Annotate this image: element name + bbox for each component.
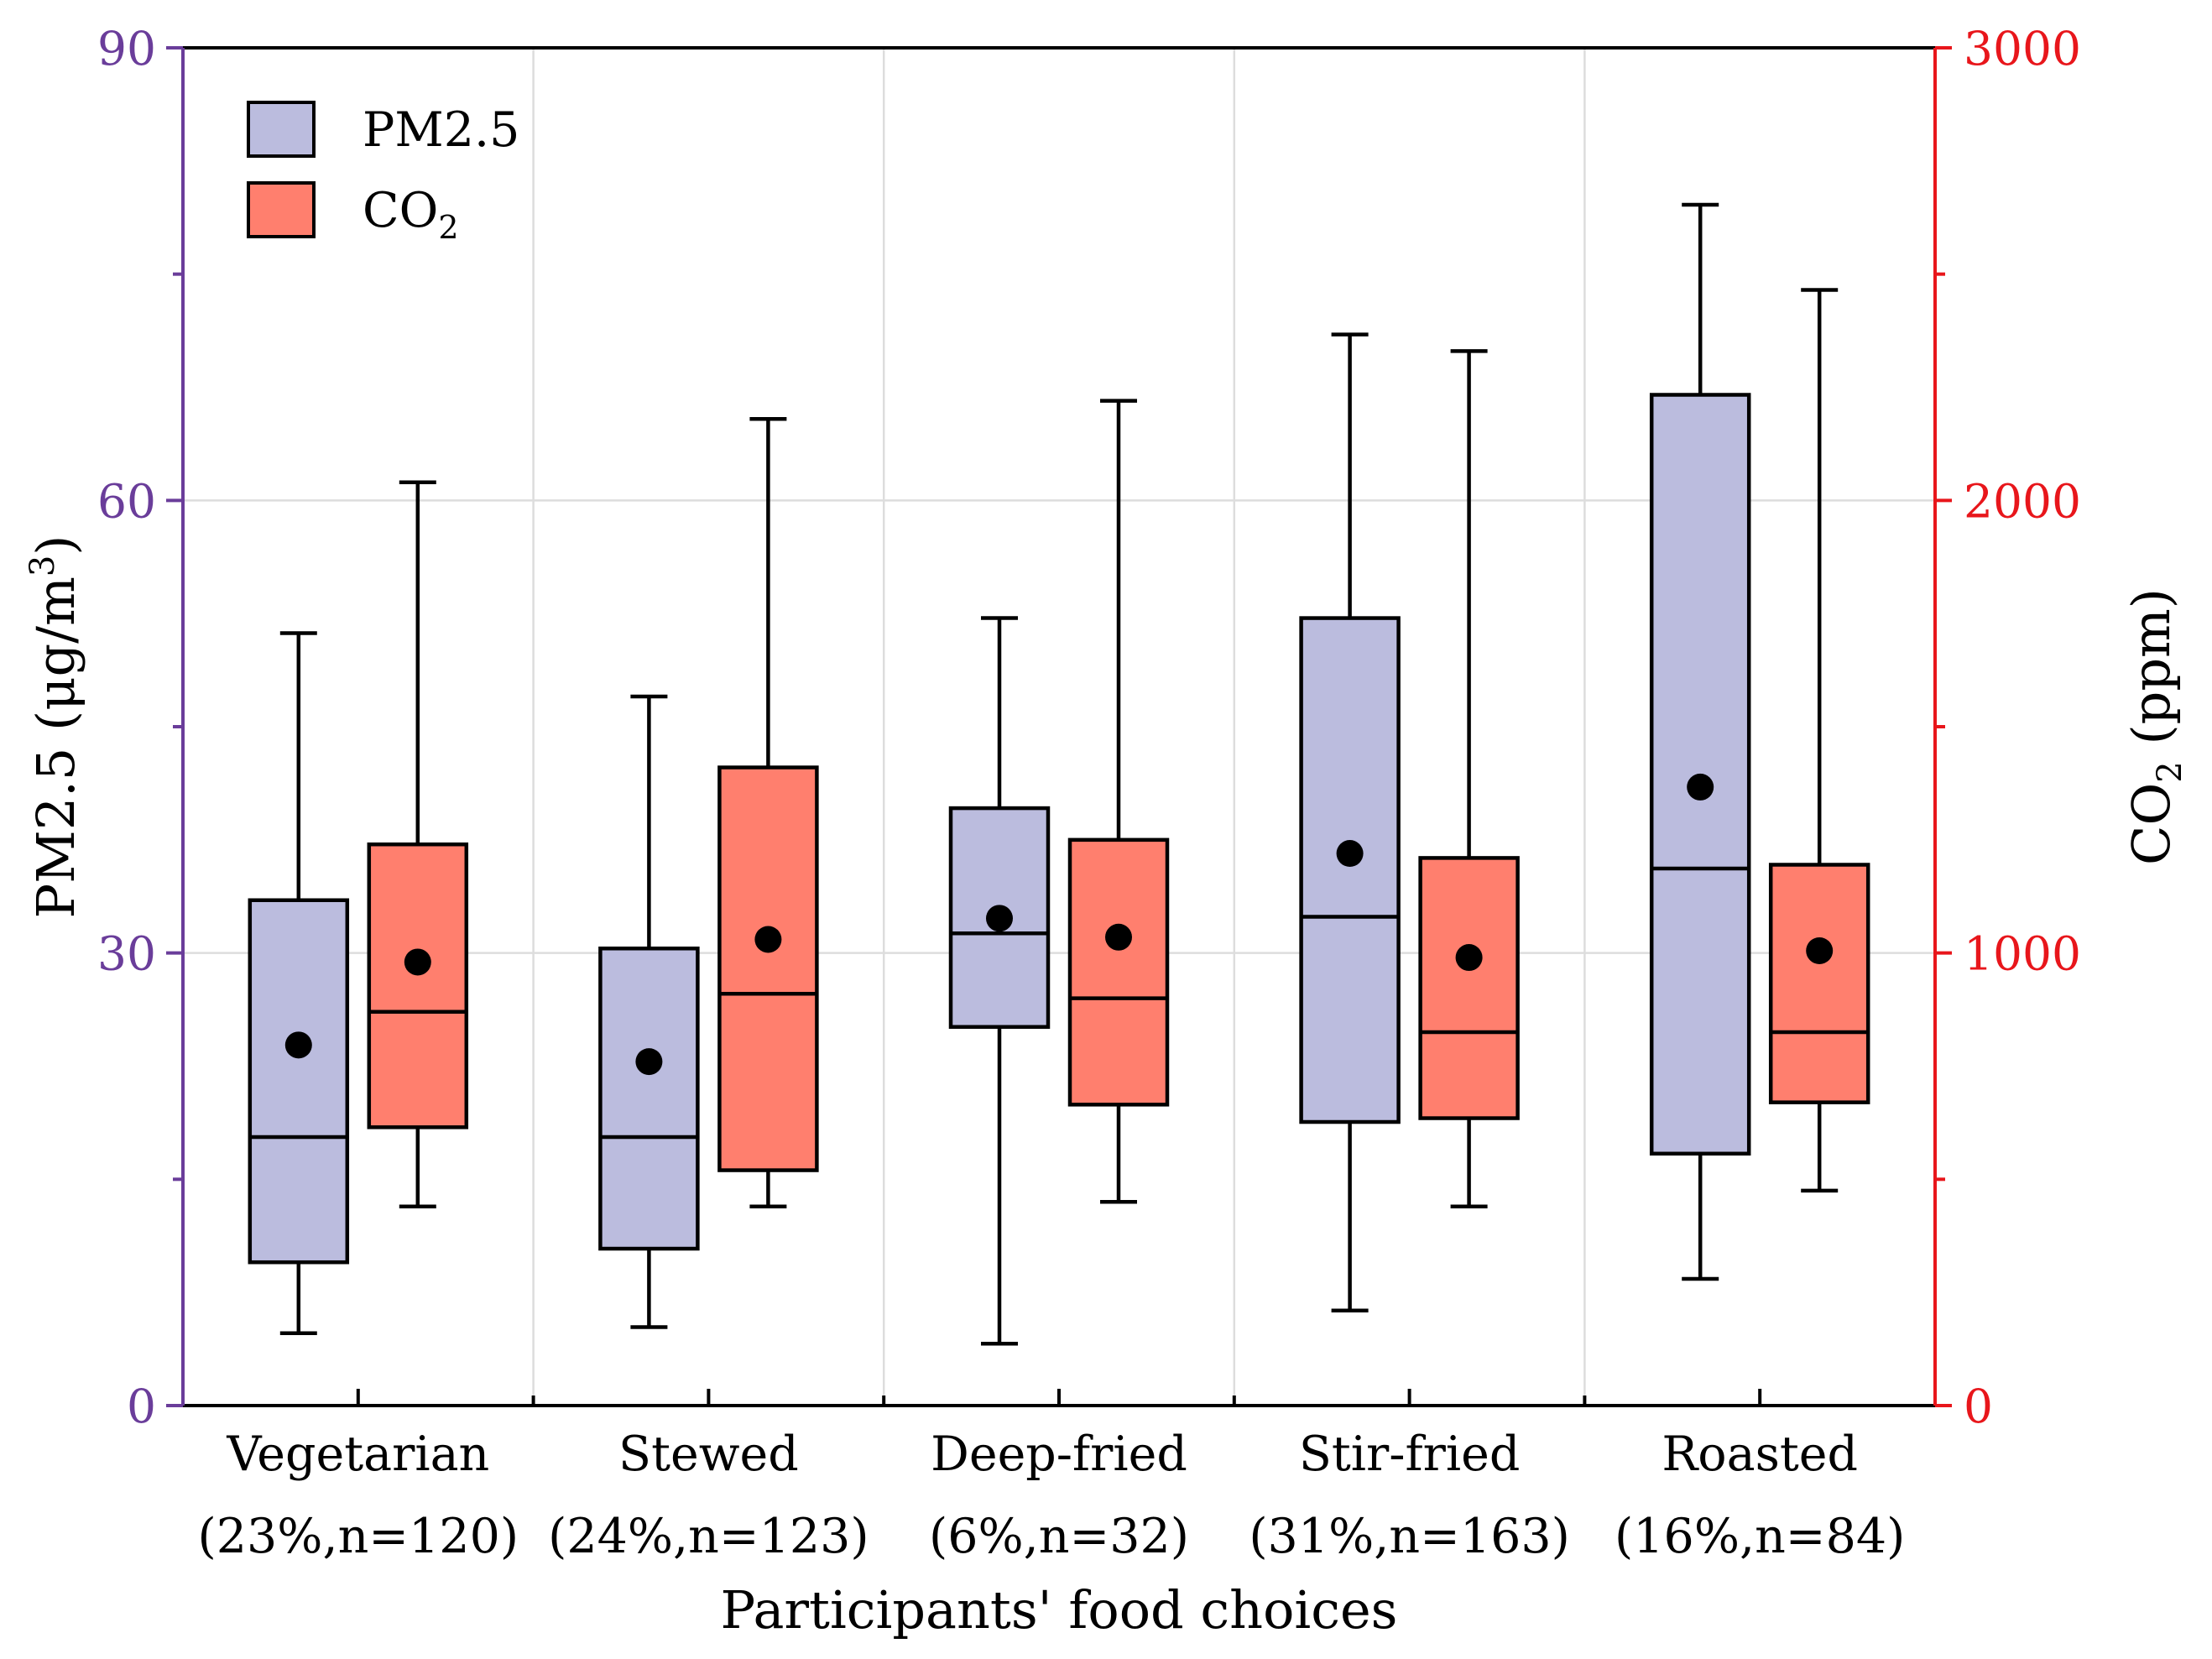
mean-marker	[284, 1031, 312, 1059]
y-right-tick-label: 1000	[1964, 927, 2081, 981]
mean-marker	[1806, 936, 1834, 964]
x-category-label: Vegetarian	[226, 1427, 489, 1482]
mean-marker	[986, 905, 1013, 932]
iqr-box	[248, 898, 350, 1265]
x-category-detail: (16%,n=84)	[1615, 1509, 1905, 1564]
x-category-detail: (24%,n=123)	[548, 1509, 869, 1564]
x-category-detail: (6%,n=32)	[929, 1509, 1189, 1564]
legend-label-sub: 2	[438, 209, 458, 246]
text-layer: 0 30 60 90 0 1000 2000 3000 Vegetarian (23%,n=120…	[23, 22, 2189, 1641]
x-category-detail: (31%,n=163)	[1249, 1509, 1570, 1564]
iqr-box	[598, 947, 700, 1251]
mean-marker	[754, 926, 782, 953]
mean-marker	[635, 1048, 663, 1076]
iqr-box	[1067, 837, 1170, 1107]
box-group-co2-3	[1418, 349, 1520, 1208]
iqr-box	[367, 842, 469, 1129]
mean-marker	[404, 948, 431, 976]
mean-marker	[1336, 840, 1364, 868]
box-group-pm25-3	[1299, 332, 1401, 1312]
y-left-title-sup: 3	[23, 556, 62, 576]
y-right-title-main: CO	[2121, 783, 2182, 865]
iqr-box	[1299, 616, 1401, 1124]
x-category-label: Stir-fried	[1299, 1427, 1521, 1482]
y-left-title-main: PM2.5 (μg/m	[25, 576, 86, 918]
iqr-box	[1418, 856, 1520, 1120]
mean-marker	[1687, 773, 1714, 801]
mean-marker	[1105, 923, 1132, 951]
x-category-label: Deep-fried	[931, 1427, 1187, 1482]
mean-marker	[1455, 944, 1483, 972]
y-left-tick-label: 90	[97, 22, 156, 76]
box-group-pm25-2	[948, 616, 1051, 1346]
x-category-label: Roasted	[1662, 1427, 1858, 1482]
y-right-title-sub: 2	[2151, 761, 2189, 782]
legend-label-0: PM2.5	[363, 102, 519, 158]
y-right-tick-label: 3000	[1964, 22, 2081, 76]
axis-layer	[166, 46, 1952, 1407]
y-left-tick-label: 30	[97, 927, 156, 981]
box-group-co2-1	[717, 417, 819, 1208]
x-axis-title: Participants' food choices	[721, 1579, 1398, 1641]
grid-layer	[183, 48, 1935, 1406]
legend-label-main: PM2.5	[363, 102, 519, 158]
y-right-tick-label: 2000	[1964, 474, 2081, 528]
box-group-co2-0	[367, 480, 469, 1208]
legend-label-1: CO2	[363, 183, 459, 246]
legend: PM2.5 CO2	[247, 101, 519, 246]
box-layer	[248, 202, 1870, 1346]
box-group-pm25-1	[598, 694, 700, 1329]
box-group-co2-4	[1768, 288, 1870, 1193]
y-left-tick-label: 0	[127, 1380, 156, 1433]
y-right-tick-label: 0	[1964, 1380, 1993, 1433]
iqr-box	[1768, 863, 1870, 1104]
iqr-box	[717, 765, 819, 1172]
x-category-label: Stewed	[618, 1427, 799, 1482]
y-right-axis-title: CO2 (ppm)	[2121, 588, 2189, 865]
box-group-pm25-0	[248, 631, 350, 1335]
legend-swatch-0	[247, 101, 316, 158]
x-category-detail: (23%,n=120)	[198, 1509, 519, 1564]
y-left-axis-title: PM2.5 (μg/m3)	[23, 535, 86, 918]
legend-swatch-1	[247, 181, 316, 238]
y-right-title-end: (ppm)	[2121, 588, 2182, 761]
box-group-pm25-4	[1649, 202, 1751, 1281]
box-group-co2-2	[1067, 399, 1170, 1204]
legend-label-main: CO	[363, 183, 438, 238]
y-left-title-end: )	[25, 535, 86, 555]
y-left-tick-label: 60	[97, 474, 156, 528]
